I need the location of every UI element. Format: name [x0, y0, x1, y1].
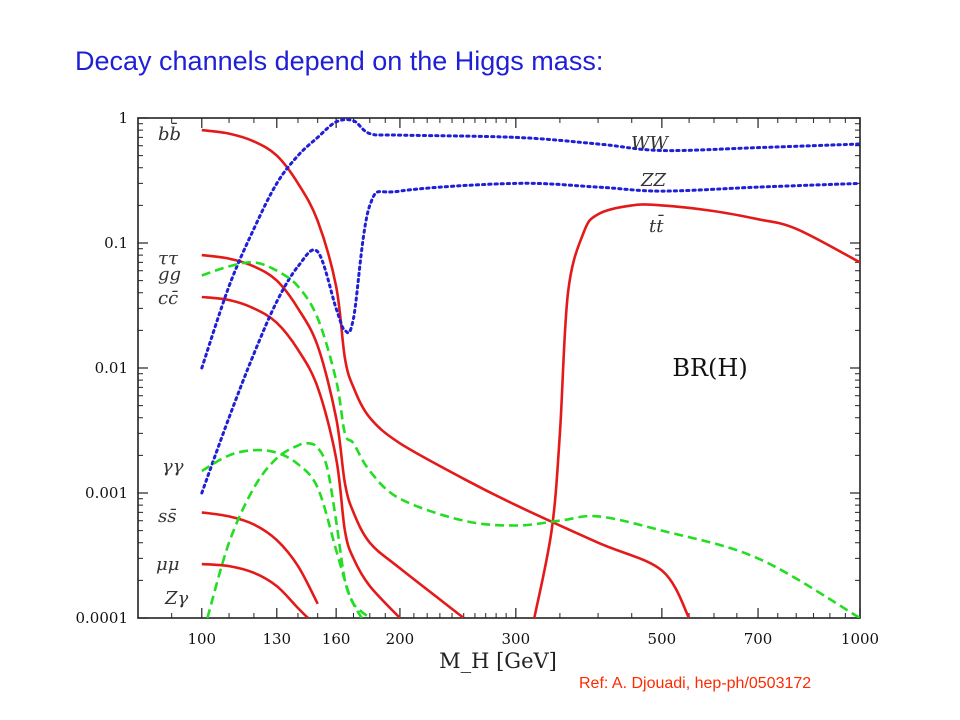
x-tick-label: 100 [187, 630, 216, 648]
series-label-bb̄: bb̄ [158, 121, 181, 145]
series-μμ-curve [201, 562, 309, 618]
tick-labels: 100 130 160 200 300 500 700 1000 1 0.1 0.01 0.001 0.… [76, 109, 880, 648]
series-label-tt̄: tt̄ [649, 213, 664, 237]
series-bb̄-curve [201, 128, 691, 618]
series-cc̄-curve [201, 295, 401, 618]
series-gg-curve [201, 260, 860, 618]
series-label-ZZ: ZZ [640, 170, 667, 191]
series-label-WW: WW [631, 133, 670, 154]
series-ττ-curve [201, 253, 465, 618]
series-label-ss̄: ss̄ [158, 506, 176, 527]
series-label-gg: gg [158, 264, 181, 285]
br-annotation: BR(H) [672, 354, 747, 382]
y-tick-label: 0.1 [104, 234, 128, 252]
series-curves [200, 118, 860, 618]
x-tick-label: 200 [386, 630, 415, 648]
y-tick-label: 0.0001 [76, 609, 129, 627]
plot-frame [137, 117, 861, 619]
series-WW-curve [200, 118, 860, 370]
series-label-γγ: γγ [162, 456, 184, 477]
series-label-μμ: μμ [156, 554, 179, 575]
y-tick-label: 0.01 [95, 359, 128, 377]
x-tick-label: 700 [744, 630, 773, 648]
x-tick-label: 130 [262, 630, 291, 648]
axis-ticks [138, 117, 861, 619]
slide-title: Decay channels depend on the Higgs mass: [75, 46, 604, 76]
x-tick-label: 1000 [841, 630, 879, 648]
series-Zγ-curve [206, 441, 363, 618]
x-tick-label: 160 [322, 630, 351, 648]
x-tick-label: 300 [502, 630, 531, 648]
series-ZZ-curve [200, 181, 860, 495]
series-label-ττ: ττ [158, 248, 179, 269]
reference-note: Ref: A. Djouadi, hep-ph/0503172 [579, 675, 812, 692]
series-label-Zγ: Zγ [164, 588, 189, 609]
x-axis-title: M_H [GeV] [439, 649, 557, 673]
y-tick-label: 0.001 [85, 484, 128, 502]
series-tt̄-curve [533, 203, 860, 618]
series-ss̄-curve [201, 511, 319, 605]
x-tick-label: 500 [648, 630, 677, 648]
series-label-cc̄: cc̄ [158, 288, 178, 309]
y-tick-label: 1 [118, 109, 128, 127]
